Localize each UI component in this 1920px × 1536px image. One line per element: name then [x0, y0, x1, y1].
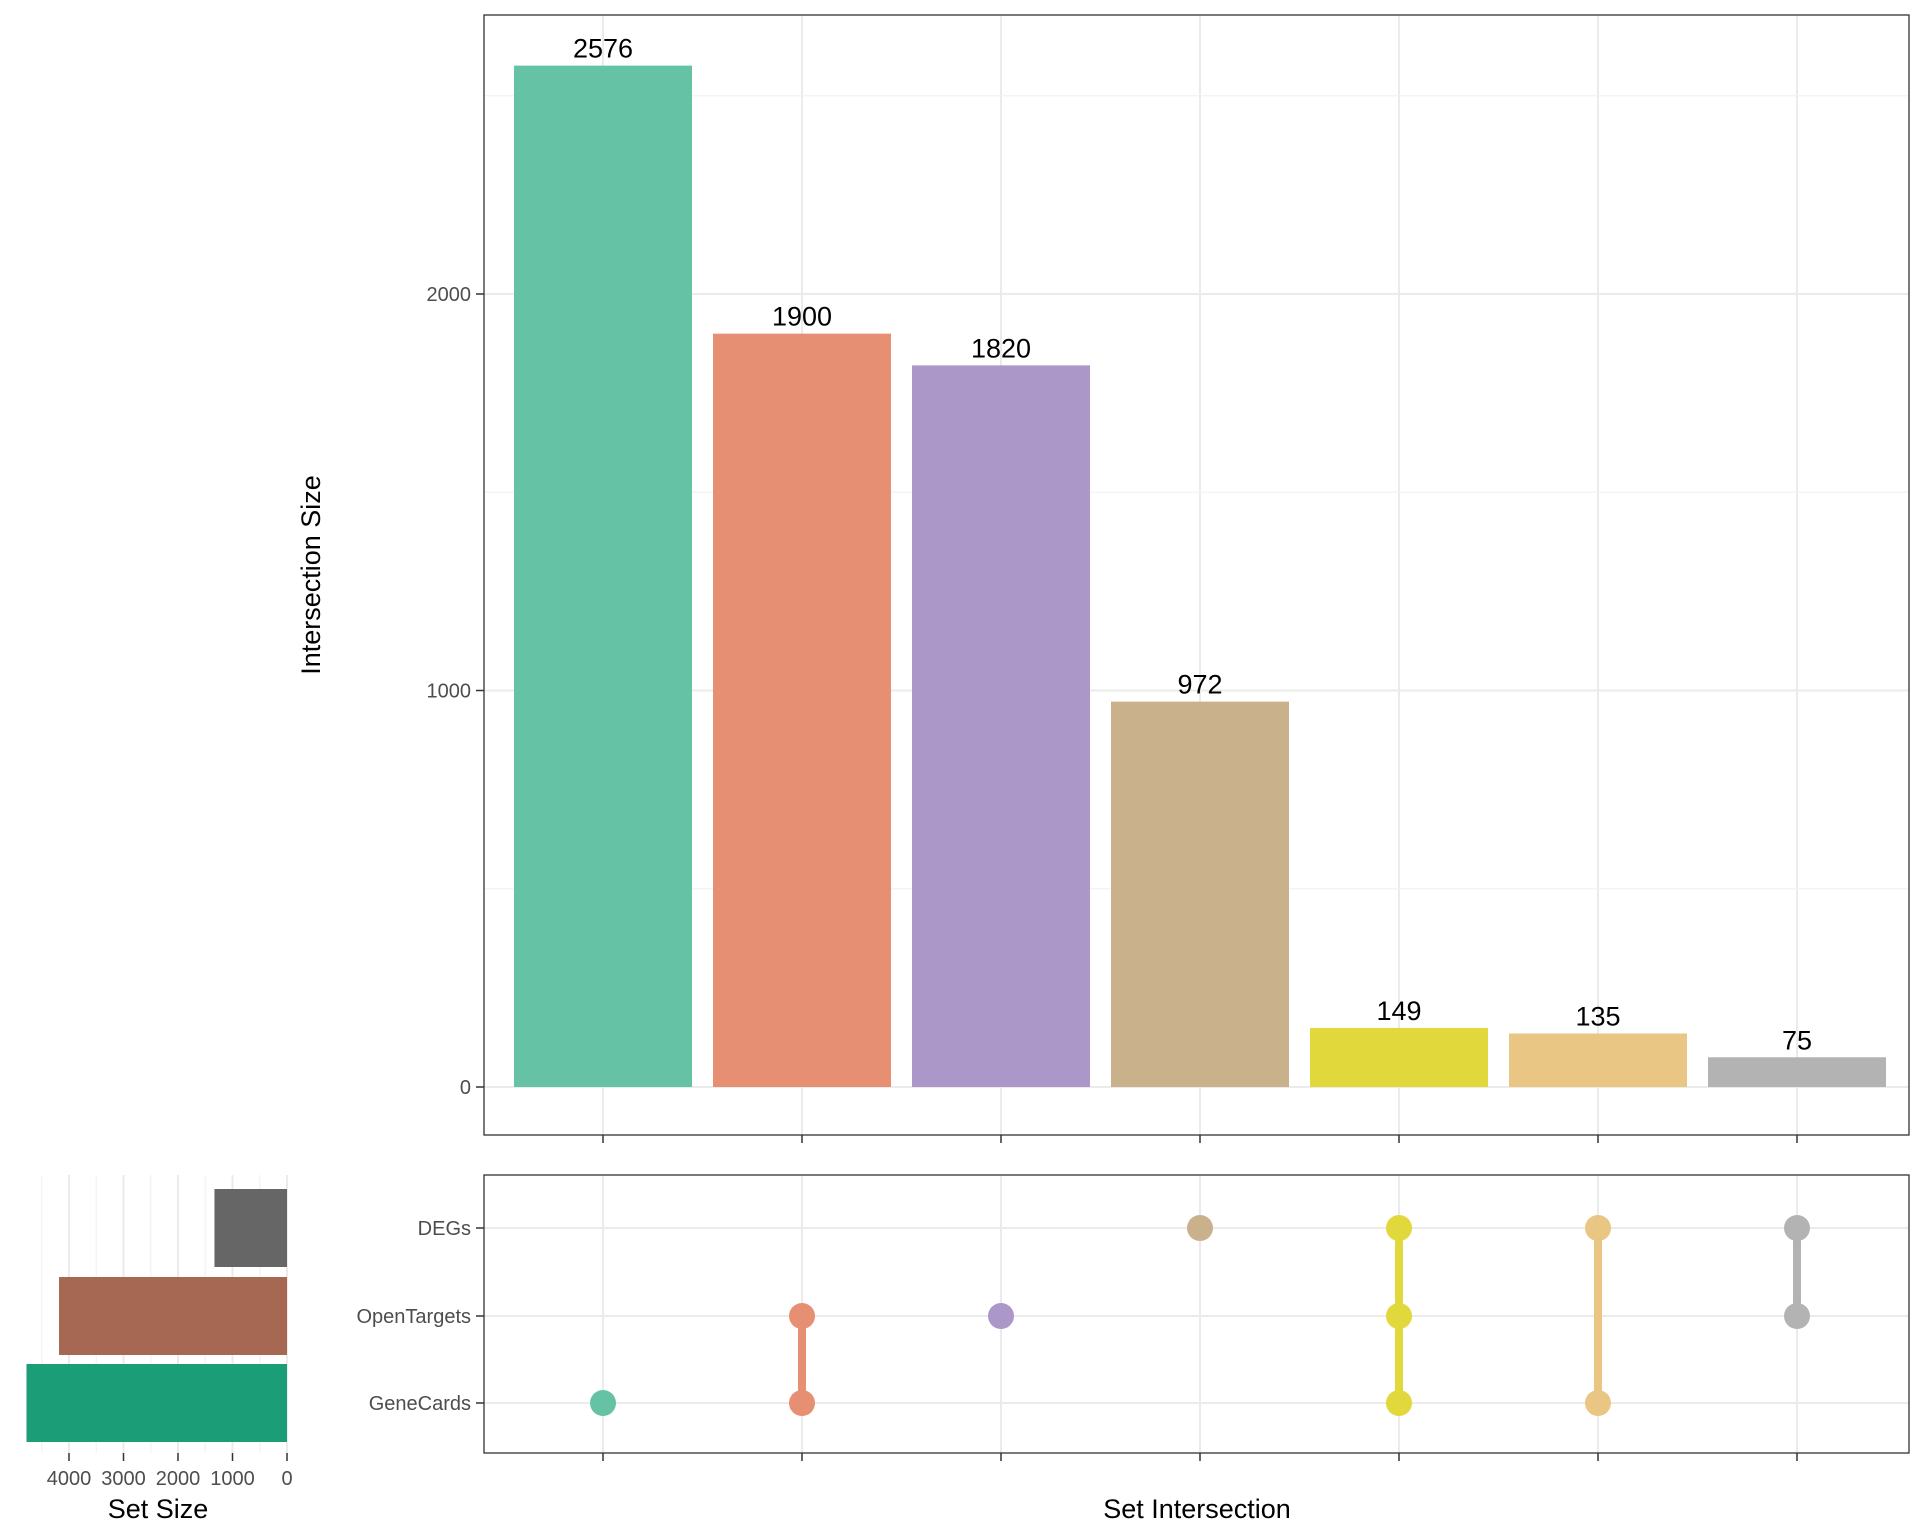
intersection-bar	[1310, 1027, 1488, 1087]
set-size-x-tick-label: 0	[281, 1468, 292, 1490]
set-size-axis-title: Set Size	[108, 1494, 209, 1524]
intersection-y-axis: 0 1000 2000	[427, 284, 484, 1099]
intersection-bar	[912, 365, 1090, 1087]
matrix-dot	[1386, 1303, 1412, 1329]
matrix-dot	[789, 1303, 815, 1329]
intersection-panel-border	[483, 14, 1910, 1136]
matrix-dot	[1386, 1215, 1412, 1241]
intersection-bar	[713, 333, 891, 1087]
set-size-x-tick-label: 2000	[156, 1468, 201, 1490]
set-size-x-tick-label: 3000	[101, 1468, 146, 1490]
set-intersection-axis-title: Set Intersection	[1103, 1494, 1291, 1524]
matrix-dot	[590, 1390, 616, 1416]
intersection-value-label: 972	[1177, 670, 1222, 700]
set-name-label: OpenTargets	[356, 1306, 471, 1328]
set-size-bar	[214, 1189, 287, 1267]
set-size-x-tick-label: 1000	[210, 1468, 255, 1490]
intersection-y-tick-label: 2000	[427, 284, 472, 306]
set-name-label: GeneCards	[369, 1393, 471, 1415]
intersection-value-label: 149	[1376, 996, 1421, 1026]
intersection-value-label: 1900	[772, 302, 832, 332]
intersection-matrix-panel: DEGs OpenTargets GeneCards Set Intersectio…	[356, 1174, 1910, 1524]
intersection-size-panel: 2576 1900 1820 972 149 135 75 0 1000 2000 Inters…	[296, 14, 1910, 1143]
intersection-bar	[1111, 701, 1289, 1087]
set-size-bars	[26, 1189, 288, 1442]
intersection-y-tick-label: 1000	[427, 681, 472, 703]
intersection-bar	[1708, 1057, 1886, 1087]
intersection-bar	[514, 65, 692, 1088]
set-size-bar	[59, 1277, 287, 1355]
set-size-panel: 4000 3000 2000 1000 0 Set Size	[26, 1175, 293, 1524]
set-size-x-tick-label: 4000	[47, 1468, 92, 1490]
matrix-x-ticks	[602, 1453, 1798, 1461]
set-size-x-axis: 4000 3000 2000 1000 0	[47, 1453, 293, 1490]
intersection-bar	[1509, 1033, 1687, 1087]
matrix-dot	[1386, 1390, 1412, 1416]
matrix-dot	[1784, 1303, 1810, 1329]
intersection-value-labels: 2576 1900 1820 972 149 135 75	[573, 34, 1812, 1056]
matrix-dot	[1187, 1215, 1213, 1241]
set-name-label: DEGs	[418, 1218, 471, 1240]
matrix-dot	[1585, 1390, 1611, 1416]
intersection-value-label: 2576	[573, 34, 633, 64]
matrix-dot	[789, 1390, 815, 1416]
matrix-dot	[1585, 1215, 1611, 1241]
intersection-y-tick-label: 0	[460, 1077, 471, 1099]
matrix-dots	[590, 1215, 1810, 1416]
matrix-set-labels: DEGs OpenTargets GeneCards	[356, 1218, 484, 1415]
matrix-panel-border	[483, 1174, 1910, 1454]
intersection-value-label: 1820	[971, 333, 1031, 363]
intersection-bars	[514, 65, 1886, 1088]
intersection-x-ticks	[602, 1135, 1798, 1143]
intersection-value-label: 75	[1782, 1025, 1812, 1055]
set-size-bar	[26, 1364, 288, 1442]
intersection-value-label: 135	[1575, 1001, 1620, 1031]
intersection-y-axis-title: Intersection Size	[296, 475, 326, 675]
matrix-dot	[1784, 1215, 1810, 1241]
matrix-dot	[988, 1303, 1014, 1329]
